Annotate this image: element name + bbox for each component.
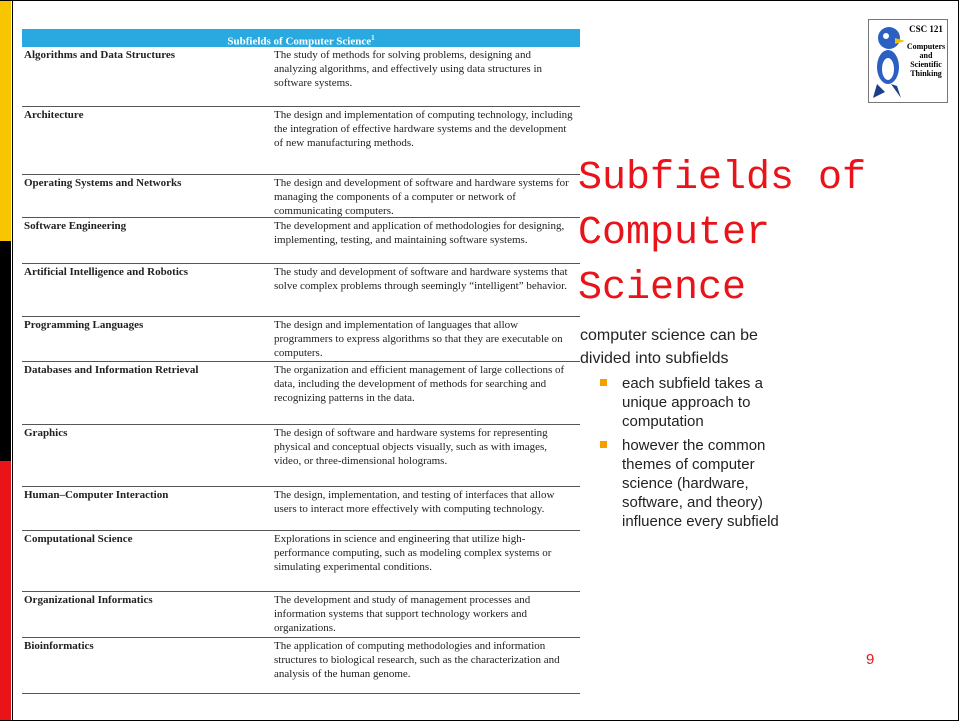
subfield-name: Software Engineering — [24, 220, 127, 232]
logo-subtitle: Computers and Scientific Thinking — [906, 42, 946, 78]
course-logo: CSC 121 Computers and Scientific Thinkin… — [868, 19, 948, 103]
subfield-description: The application of computing methodologi… — [274, 640, 560, 681]
accent-yellow — [0, 1, 11, 241]
table-row: Computational Science Explorations in sci… — [22, 531, 580, 592]
subfield-name: Organizational Informatics — [24, 594, 153, 606]
subfield-description: The design and implementation of languag… — [274, 319, 563, 360]
table-row: Human–Computer Interaction The design, im… — [22, 487, 580, 531]
bullet-item: however the common themes of computer sc… — [600, 436, 805, 531]
table-row: Architecture The design and implementatio… — [22, 107, 580, 175]
logo-course: CSC 121 — [909, 24, 943, 34]
subfield-name: Programming Languages — [24, 319, 144, 331]
mascot-icon — [873, 27, 905, 98]
subfield-description: The development and study of management … — [274, 594, 531, 635]
subfield-description: The design, implementation, and testing … — [274, 489, 555, 516]
page-number: 9 — [866, 651, 875, 668]
subfield-name: Computational Science — [24, 533, 133, 545]
bullet-text: however the common themes of computer sc… — [622, 437, 779, 530]
table-header: Subfields of Computer Science1 — [22, 29, 580, 48]
subfield-name: Graphics — [24, 427, 68, 439]
table-row: Graphics The design of software and hardw… — [22, 425, 580, 487]
table-row: Software Engineering The development and … — [22, 218, 580, 264]
subfield-description: The development and application of metho… — [274, 220, 565, 247]
subfield-name: Architecture — [24, 109, 84, 121]
slide-title: Subfields of Computer Science — [578, 156, 867, 311]
table-row: Bioinformatics The application of computi… — [22, 638, 580, 694]
subfield-description: The study and development of software an… — [274, 266, 568, 293]
subfield-description: The design and development of software a… — [274, 177, 569, 218]
table-title: Subfields of Computer Science — [227, 35, 372, 48]
table-row: Programming Languages The design and impl… — [22, 317, 580, 362]
subfield-description: The organization and efficient managemen… — [274, 364, 565, 405]
subfield-name: Algorithms and Data Structures — [24, 49, 176, 61]
accent-red — [0, 461, 11, 720]
subfield-description: Explorations in science and engineering … — [274, 533, 552, 574]
bullet-item: each subfield takes a unique approach to… — [600, 374, 805, 431]
table-row: Organizational Informatics The developmen… — [22, 592, 580, 638]
subfield-name: Operating Systems and Networks — [24, 177, 182, 189]
footnote-mark: 1 — [371, 34, 375, 42]
divider — [12, 1, 13, 720]
table-row: Algorithms and Data Structures The study … — [22, 47, 580, 107]
bullet-marker — [600, 441, 607, 448]
table-row: Databases and Information Retrieval The o… — [22, 362, 580, 425]
subfield-name: Artificial Intelligence and Robotics — [24, 266, 189, 278]
subfields-table: Subfields of Computer Science1 Algorithm… — [22, 29, 580, 694]
bullet-text: each subfield takes a unique approach to… — [622, 375, 763, 430]
bullet-list: each subfield takes a unique approach to… — [600, 374, 805, 536]
bullet-marker — [600, 379, 607, 386]
subfield-description: The design and implementation of computi… — [274, 109, 573, 150]
subfield-description: The design of software and hardware syst… — [274, 427, 548, 468]
table-body: Algorithms and Data Structures The study … — [22, 47, 580, 694]
intro-text: computer science can be divided into sub… — [580, 327, 758, 367]
accent-black — [0, 241, 11, 461]
subfield-name: Databases and Information Retrieval — [24, 364, 199, 376]
table-row: Artificial Intelligence and Robotics The … — [22, 264, 580, 317]
subfield-name: Bioinformatics — [24, 640, 94, 652]
subfield-name: Human–Computer Interaction — [24, 489, 169, 501]
subfield-description: The study of methods for solving problem… — [274, 49, 542, 90]
table-row: Operating Systems and Networks The design… — [22, 175, 580, 218]
